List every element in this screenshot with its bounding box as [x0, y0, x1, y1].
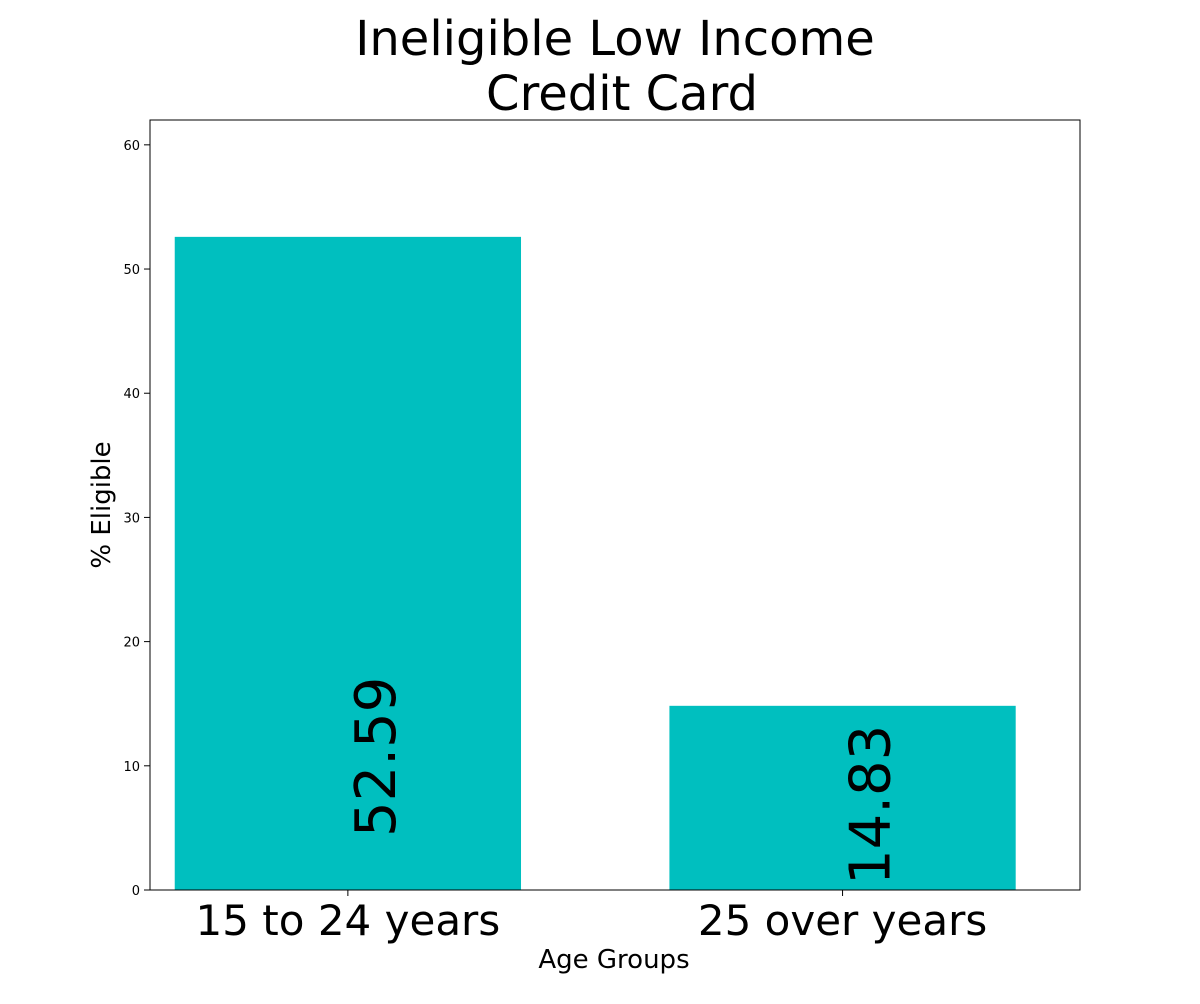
- y-tick-label: 40: [123, 387, 140, 402]
- x-tick-label: 15 to 24 years: [196, 896, 501, 945]
- chart-title-line-1: Ineligible Low Income: [355, 11, 875, 67]
- axes-frame: [149, 119, 1081, 891]
- x-axis-label: Age Groups: [538, 945, 689, 975]
- y-tick-label: 60: [123, 139, 140, 154]
- y-tick-label: 0: [132, 884, 140, 899]
- plot-area: 0 10 20 30 40 50 60 15 to 24 years 52.59 25 over …: [123, 139, 1016, 945]
- y-tick-label: 30: [123, 511, 140, 526]
- y-axis-label: % Eligible: [87, 441, 117, 568]
- y-tick-label: 20: [123, 636, 140, 651]
- chart-title-line-2: Credit Card: [486, 66, 758, 122]
- y-tick-label: 50: [123, 263, 140, 278]
- bar-data-label: 52.59: [344, 677, 409, 837]
- bar-data-label: 14.83: [839, 725, 904, 885]
- bar: [669, 705, 1016, 890]
- bar: [174, 236, 522, 890]
- y-tick-label: 10: [123, 760, 140, 775]
- x-tick-label: 25 over years: [698, 896, 987, 945]
